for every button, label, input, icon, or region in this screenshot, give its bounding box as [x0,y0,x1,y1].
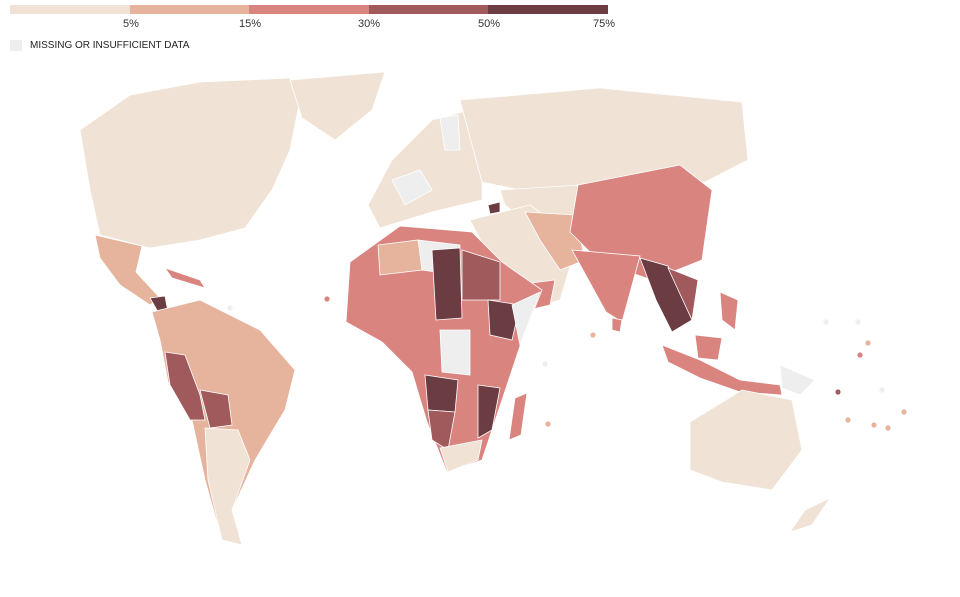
island-marker [857,352,863,358]
region-india [571,249,641,323]
region-peru [164,351,206,421]
region-ethiopia [487,299,521,341]
island-marker [542,361,548,367]
region-new-guinea-missing [779,364,816,396]
island-marker [227,305,233,311]
region-somalia-missing [511,291,541,347]
region-iran-pakistan [524,211,586,271]
region-north-america [79,77,301,249]
region-europe [367,109,483,229]
region-scandinavia-missing [439,114,461,151]
region-new-zealand [789,497,832,533]
region-madagascar [508,392,528,441]
legend-tick: 75% [592,18,616,30]
island-marker [823,319,829,325]
island-marker [405,349,411,355]
region-chad [431,247,463,321]
region-china [569,164,713,281]
island-marker [901,409,907,415]
legend-tick: 50% [477,18,501,30]
region-angola [424,374,459,413]
missing-data-legend: MISSING OR INSUFFICIENT DATA [10,40,189,51]
island-marker [324,296,330,302]
region-australia [689,389,803,491]
region-congo-missing [439,329,471,376]
region-caribbean [163,267,206,289]
region-western-europe-missing [391,169,433,206]
island-marker [590,332,596,338]
region-sudan [461,249,501,301]
region-southern-cone [204,427,251,546]
island-marker [885,425,891,431]
legend-tick: 5% [123,18,139,30]
missing-swatch [10,40,22,51]
region-indonesia [661,344,783,396]
legend-bin-5-15 [129,5,250,14]
region-greenland [289,71,386,141]
region-philippines [719,291,739,331]
region-sri-lanka [611,317,623,333]
island-marker [865,340,871,346]
region-caucasus [487,201,501,215]
legend-tick: 15% [238,18,262,30]
island-marker [545,421,551,427]
island-marker [879,387,885,393]
region-russia [459,87,749,193]
missing-label: MISSING OR INSUFFICIENT DATA [30,40,190,51]
legend-bin-30-50 [368,5,489,14]
region-south-africa [439,439,483,473]
region-borneo [694,334,723,361]
region-southeast-asia [639,257,693,333]
island-marker [845,417,851,423]
region-bolivia [199,389,233,429]
region-indochina [667,267,699,322]
region-north-africa [377,239,423,276]
legend-bin-50-75 [488,5,608,14]
region-mozambique [477,384,501,439]
legend-bin-15-30 [249,5,369,14]
island-marker [835,389,841,395]
color-scale-legend [10,5,608,14]
legend-bin-0-5 [10,5,130,14]
island-marker [871,422,877,428]
island-marker [855,319,861,325]
legend-tick: 30% [357,18,381,30]
